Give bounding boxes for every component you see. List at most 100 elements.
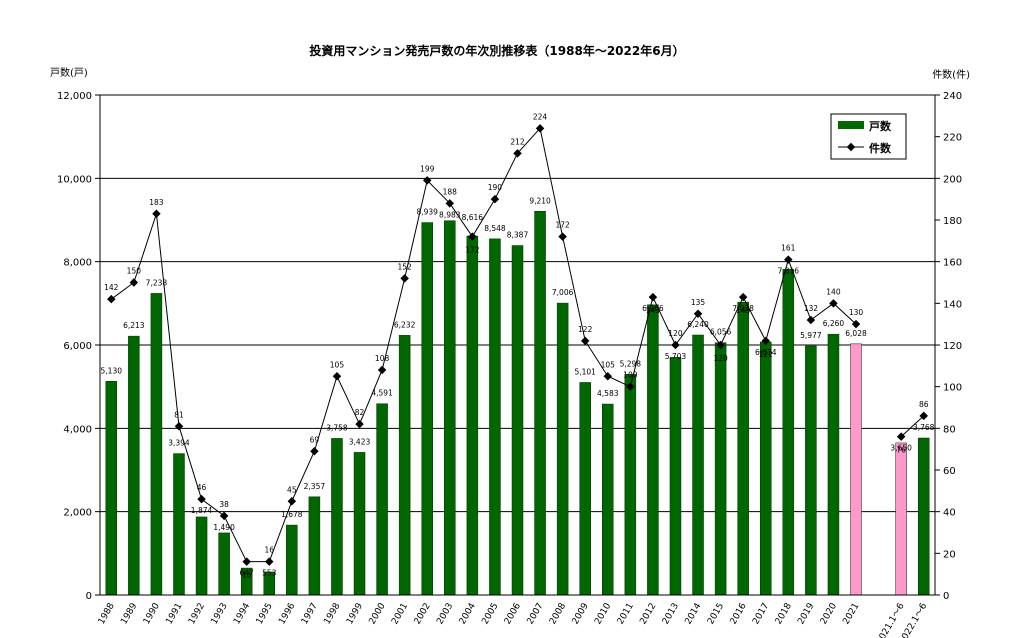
bar-value-label: 5,703 bbox=[665, 352, 687, 361]
line-value-label: 143 bbox=[736, 306, 751, 315]
line-marker bbox=[626, 382, 635, 391]
line-marker bbox=[377, 365, 387, 375]
bar-value-label: 6,213 bbox=[123, 321, 145, 330]
line-value-label: 105 bbox=[601, 360, 616, 369]
bar bbox=[376, 403, 388, 596]
line-marker bbox=[197, 494, 206, 504]
x-tick-label: 1997 bbox=[300, 602, 320, 627]
bar-value-label: 6,240 bbox=[687, 320, 709, 329]
y2-tick-label: 60 bbox=[943, 466, 956, 477]
y-tick-label: 0 bbox=[86, 591, 92, 602]
line-value-label: 81 bbox=[174, 410, 184, 419]
bar bbox=[692, 334, 704, 596]
x-tick-label: 2008 bbox=[548, 601, 568, 626]
bar-value-label: 3,650 bbox=[890, 444, 912, 453]
line-marker bbox=[603, 372, 613, 381]
line-value-label: 16 bbox=[264, 546, 274, 555]
bar bbox=[105, 381, 118, 596]
line-marker bbox=[558, 232, 567, 241]
bar-value-label: 8,548 bbox=[484, 224, 506, 233]
line-marker bbox=[716, 340, 725, 350]
line-marker bbox=[265, 557, 274, 566]
line-value-label: 76 bbox=[896, 446, 906, 455]
x-tick-label: 1994 bbox=[232, 601, 252, 626]
y-tick-label: 6,000 bbox=[63, 341, 92, 352]
y-tick-label: 4,000 bbox=[63, 424, 92, 435]
line-value-label: 86 bbox=[919, 400, 929, 409]
y2-tick-label: 100 bbox=[943, 383, 962, 394]
bar bbox=[782, 269, 795, 596]
x-tick-label: 2009 bbox=[571, 601, 591, 626]
bar-value-label: 7,006 bbox=[552, 288, 574, 297]
x-tick-label: 1998 bbox=[322, 601, 342, 626]
bar-value-label: 2,357 bbox=[304, 482, 326, 491]
line-marker bbox=[490, 194, 500, 204]
y-tick-label: 2,000 bbox=[63, 508, 92, 519]
line-marker bbox=[851, 319, 861, 329]
bar bbox=[669, 357, 682, 596]
x-tick-label: 1999 bbox=[345, 601, 365, 626]
line-marker bbox=[738, 292, 748, 302]
line-marker bbox=[784, 255, 793, 264]
y2-tick-label: 220 bbox=[943, 133, 962, 144]
bar bbox=[647, 304, 659, 596]
axes: 0 2,000 4,000 6,000 8,000 10,000 12,000 0 20 40 60… bbox=[57, 91, 962, 638]
line-marker bbox=[242, 557, 251, 566]
line-marker bbox=[468, 232, 477, 241]
line-value-label: 161 bbox=[781, 244, 796, 253]
bar bbox=[805, 345, 817, 596]
y2-tick-label: 80 bbox=[943, 424, 956, 435]
bar-value-label: 1,874 bbox=[191, 506, 213, 515]
line-marker bbox=[829, 299, 838, 308]
line-value-label: 140 bbox=[826, 287, 841, 296]
x-tick-label: 2016 bbox=[729, 601, 749, 626]
bar bbox=[398, 335, 411, 596]
line-marker bbox=[896, 432, 906, 441]
line-marker bbox=[287, 497, 297, 506]
legend: 戸数 件数 bbox=[830, 113, 907, 160]
line-value-label: 142 bbox=[104, 283, 119, 292]
x-tick-label: 2012 bbox=[638, 602, 658, 627]
line-marker bbox=[648, 292, 658, 302]
bar bbox=[917, 437, 930, 596]
line-value-label: 135 bbox=[691, 298, 706, 307]
chart-title: 投資用マンション発売戸数の年次別推移表（1988年〜2022年6月） bbox=[309, 43, 684, 58]
y-axis-label: 戸数(戸) bbox=[50, 66, 88, 79]
bar-value-label: 1,678 bbox=[281, 510, 303, 519]
bar bbox=[602, 403, 614, 596]
bars bbox=[105, 211, 930, 596]
x-tick-label: 2020 bbox=[819, 601, 839, 626]
x-tick-label: 1988 bbox=[97, 601, 117, 626]
x-tick-label: 1991 bbox=[164, 602, 184, 627]
bar bbox=[556, 302, 569, 596]
x-tick-label: 2010 bbox=[593, 601, 613, 626]
line-value-label: 183 bbox=[149, 198, 164, 207]
x-tick-label: 2021 bbox=[841, 602, 861, 627]
line-marker bbox=[693, 309, 703, 318]
y2-tick-label: 180 bbox=[943, 216, 962, 227]
bar bbox=[286, 524, 298, 596]
bar-value-label: 3,394 bbox=[168, 439, 190, 448]
line-value-label: 120 bbox=[713, 354, 728, 363]
bar bbox=[579, 382, 591, 596]
x-tick-label: 2014 bbox=[684, 601, 704, 626]
x-tick-label: 2017 bbox=[751, 602, 771, 627]
y-tick-label: 12,000 bbox=[57, 91, 92, 102]
line-value-label: 188 bbox=[443, 187, 458, 196]
bar-value-label: 6,232 bbox=[394, 320, 416, 329]
bar bbox=[714, 342, 727, 596]
line-value-label: 82 bbox=[355, 408, 365, 417]
x-tick-label: 2003 bbox=[435, 602, 455, 627]
x-tick-label: 1996 bbox=[277, 601, 297, 626]
x-tick-label: 2018 bbox=[774, 601, 794, 626]
bar bbox=[421, 222, 433, 596]
x-tick-label: 2015 bbox=[706, 602, 726, 627]
bar-value-label: 6,966 bbox=[642, 304, 664, 313]
line-marker bbox=[107, 294, 116, 304]
bar bbox=[511, 245, 524, 596]
line-value-label: 100 bbox=[623, 371, 638, 380]
line-marker bbox=[355, 419, 364, 429]
y2-tick-label: 20 bbox=[943, 549, 956, 560]
